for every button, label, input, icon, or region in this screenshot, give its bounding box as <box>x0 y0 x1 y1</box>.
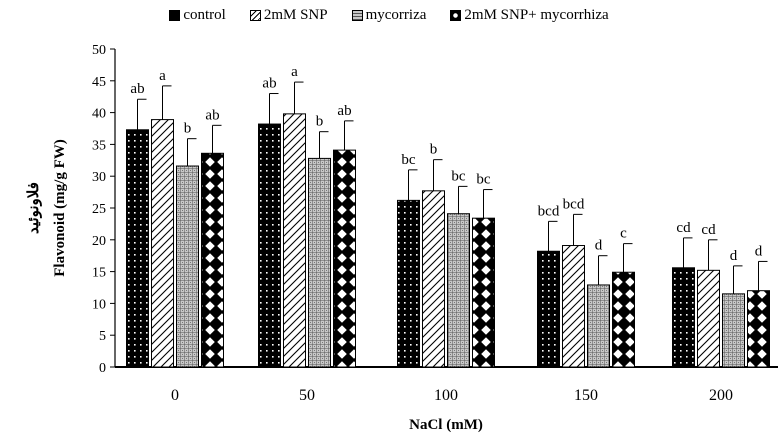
significance-label: a <box>291 64 298 80</box>
bar <box>398 200 420 367</box>
y-tick-label: 5 <box>99 329 106 344</box>
bar <box>748 291 770 367</box>
x-axis-title: NaCl (mM) <box>409 417 483 433</box>
bar <box>673 268 695 367</box>
y-tick-label: 20 <box>92 234 106 249</box>
y-ticks: 0 5 10 15 20 25 30 35 40 45 50 <box>92 43 115 376</box>
y-tick-label: 40 <box>92 107 106 122</box>
x-category-label: 200 <box>709 387 733 404</box>
bar <box>259 124 281 367</box>
significance-label: d <box>595 238 603 254</box>
significance-label: bcd <box>538 203 560 219</box>
bar <box>723 294 745 367</box>
y-tick-label: 25 <box>92 202 106 217</box>
significance-label: bc <box>476 172 491 188</box>
bar <box>152 120 174 367</box>
bars <box>127 114 770 367</box>
bar <box>423 191 445 367</box>
bar <box>613 272 635 367</box>
bar <box>698 270 720 367</box>
significance-label: ab <box>337 103 351 119</box>
x-category-labels: 0 50 100 150 200 <box>171 387 733 404</box>
y-tick-label: 0 <box>99 361 106 376</box>
bar <box>448 214 470 367</box>
significance-label: bc <box>451 168 466 184</box>
significance-label: b <box>316 114 324 130</box>
bar <box>284 114 306 367</box>
y-tick-label: 45 <box>92 75 106 90</box>
bar <box>127 130 149 367</box>
significance-label: d <box>755 243 763 259</box>
y-tick-label: 35 <box>92 138 106 153</box>
bar <box>334 150 356 367</box>
significance-label: d <box>730 248 738 264</box>
y-tick-label: 50 <box>92 43 106 58</box>
significance-label: ab <box>130 81 144 97</box>
significance-label: bcd <box>563 196 585 212</box>
significance-label: bc <box>401 152 416 168</box>
x-category-label: 100 <box>434 387 458 404</box>
bar <box>202 153 224 367</box>
bar <box>563 246 585 367</box>
y-axis-title-secondary: فلاونوئید <box>26 182 42 234</box>
significance-label: ab <box>205 107 219 123</box>
significance-label: cd <box>701 222 716 238</box>
bar <box>588 285 610 367</box>
y-tick-label: 10 <box>92 297 106 312</box>
significance-label: b <box>184 121 192 137</box>
y-axis-title: Flavonoid (mg/g FW) <box>52 139 68 277</box>
x-category-label: 0 <box>171 387 179 404</box>
x-category-label: 150 <box>574 387 598 404</box>
significance-label: b <box>430 142 438 158</box>
significance-label: ab <box>262 76 276 92</box>
x-category-label: 50 <box>299 387 315 404</box>
significance-label: c <box>620 226 627 242</box>
y-tick-label: 30 <box>92 170 106 185</box>
y-tick-label: 15 <box>92 266 106 281</box>
significance-label: a <box>159 68 166 84</box>
bar <box>473 218 495 367</box>
significance-label: cd <box>676 220 691 236</box>
bar <box>177 166 199 367</box>
bar <box>309 158 331 367</box>
bar <box>538 251 560 367</box>
